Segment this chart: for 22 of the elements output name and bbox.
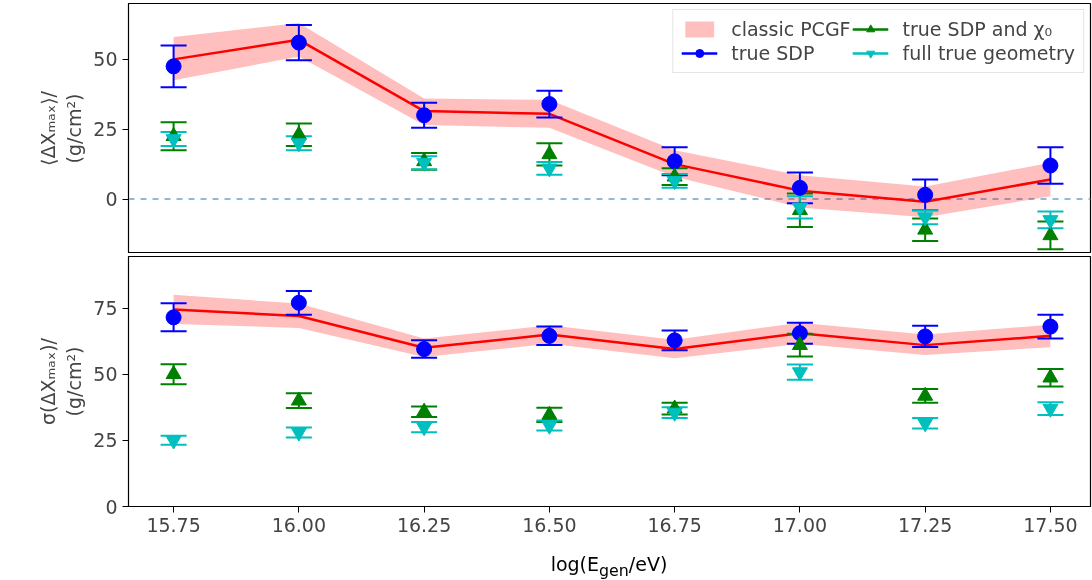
x-tick-label: 16.75 [647, 513, 702, 536]
legend-label: true SDP and χ₀ [902, 18, 1053, 40]
x-tick-label: 16.50 [522, 513, 577, 536]
y-tick-label: 75 [93, 297, 118, 320]
x-tick-label: 15.75 [146, 513, 201, 536]
x-tick-label: 17.25 [897, 513, 953, 536]
y-tick-label: 25 [93, 118, 118, 141]
x-tick-label: 16.25 [396, 513, 452, 536]
y-tick-label: 0 [105, 188, 118, 211]
x-tick-label: 17.50 [1023, 513, 1078, 536]
x-tick-label: 17.00 [772, 513, 828, 536]
y-axis-title: ⟨ΔXₘₐₓ⟩/ (g/cm²) [36, 90, 86, 166]
y-tick-label: 50 [93, 48, 118, 71]
y-tick-label: 0 [105, 495, 118, 518]
legend-label: full true geometry [902, 42, 1075, 64]
legend-label: classic PCGF [731, 18, 851, 40]
legend-label: true SDP [731, 42, 815, 64]
y-axis-title: σ(ΔXₘₐₓ)/ (g/cm²) [36, 337, 86, 425]
x-tick-label: 16.00 [271, 513, 327, 536]
x-axis-title: log(E$_{gen}$/eV) [550, 553, 668, 580]
y-tick-label: 25 [93, 429, 118, 452]
y-tick-label: 50 [93, 363, 118, 386]
